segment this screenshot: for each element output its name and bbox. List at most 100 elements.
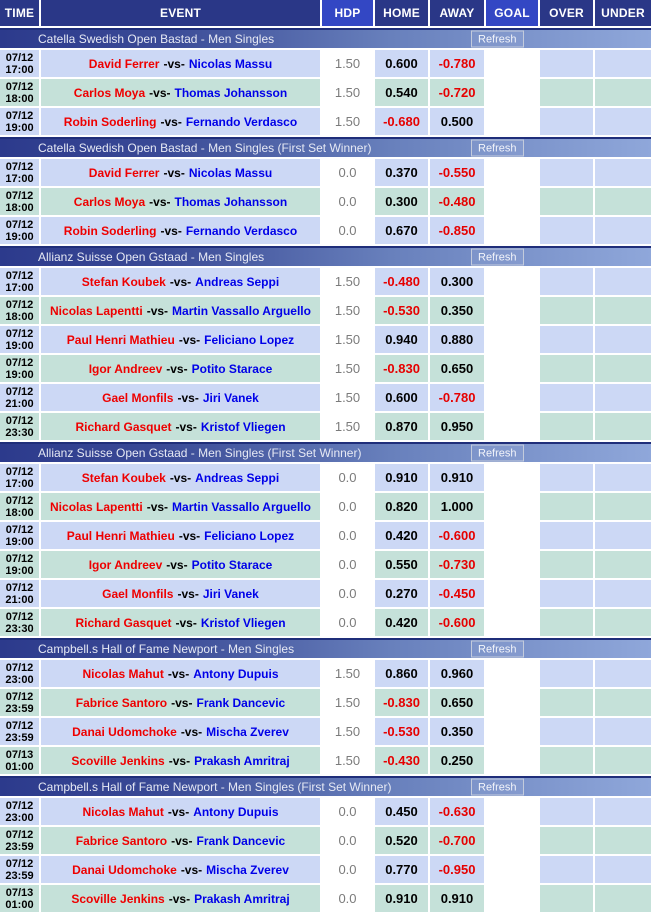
match-event: Igor Andreev -vs- Potito Starace	[41, 551, 322, 580]
match-time: 07/12 17:00	[0, 50, 41, 79]
match-time: 07/12 18:00	[0, 297, 41, 326]
match-row: 07/12 18:00 Carlos Moya -vs- Thomas Joha…	[0, 79, 651, 108]
away-odds: 0.300	[430, 268, 486, 297]
match-clock: 19:00	[5, 339, 34, 352]
home-player-name: Gael Monfils	[102, 390, 174, 405]
section-rows: 07/12 17:00 Stefan Koubek -vs- Andreas S…	[0, 464, 651, 638]
column-header-away: AWAY	[430, 0, 486, 28]
match-clock: 23:59	[5, 869, 34, 882]
match-event: Gael Monfils -vs- Jiri Vanek	[41, 384, 322, 413]
match-time: 07/12 18:00	[0, 493, 41, 522]
column-header-goal: GOAL	[486, 0, 540, 28]
goal-cell	[486, 188, 540, 217]
match-time: 07/12 23:59	[0, 856, 41, 885]
match-time: 07/13 01:00	[0, 747, 41, 776]
vs-label: -vs-	[163, 56, 185, 71]
match-date: 07/12	[5, 327, 34, 340]
match-time: 07/12 19:00	[0, 522, 41, 551]
goal-cell	[486, 885, 540, 914]
away-player-name: Thomas Johansson	[174, 194, 288, 209]
refresh-button[interactable]: Refresh	[471, 778, 524, 796]
hdp-value: 0.0	[322, 885, 375, 914]
column-header-row: TIME EVENT HDP HOME AWAY GOAL OVER UNDER	[0, 0, 651, 28]
match-event: Danai Udomchoke -vs- Mischa Zverev	[41, 856, 322, 885]
away-player-name: Potito Starace	[191, 557, 273, 572]
match-event: David Ferrer -vs- Nicolas Massu	[41, 50, 322, 79]
goal-cell	[486, 268, 540, 297]
match-clock: 18:00	[5, 201, 34, 214]
match-time: 07/12 19:00	[0, 355, 41, 384]
under-cell	[595, 609, 651, 638]
section-title: Campbell.s Hall of Fame Newport - Men Si…	[38, 780, 392, 794]
match-row: 07/12 23:59 Danai Udomchoke -vs- Mischa …	[0, 856, 651, 885]
hdp-value: 0.0	[322, 464, 375, 493]
over-cell	[540, 493, 595, 522]
goal-cell	[486, 217, 540, 246]
section-rows: 07/12 17:00 Stefan Koubek -vs- Andreas S…	[0, 268, 651, 442]
away-player-name: Jiri Vanek	[202, 390, 259, 405]
tournament-section: Catella Swedish Open Bastad - Men Single…	[0, 28, 651, 137]
section-title: Catella Swedish Open Bastad - Men Single…	[38, 141, 372, 155]
match-row: 07/12 23:59 Fabrice Santoro -vs- Frank D…	[0, 827, 651, 856]
match-row: 07/12 23:59 Danai Udomchoke -vs- Mischa …	[0, 718, 651, 747]
away-odds: -0.550	[430, 159, 486, 188]
match-date: 07/12	[5, 552, 34, 565]
refresh-button[interactable]: Refresh	[471, 444, 524, 462]
goal-cell	[486, 580, 540, 609]
away-player-name: Prakash Amritraj	[194, 753, 290, 768]
match-row: 07/12 21:00 Gael Monfils -vs- Jiri Vanek…	[0, 580, 651, 609]
match-row: 07/12 23:30 Richard Gasquet -vs- Kristof…	[0, 413, 651, 442]
section-header-bar: Catella Swedish Open Bastad - Men Single…	[0, 28, 651, 50]
match-time: 07/13 01:00	[0, 885, 41, 914]
hdp-value: 0.0	[322, 580, 375, 609]
section-title: Campbell.s Hall of Fame Newport - Men Si…	[38, 642, 295, 656]
refresh-button[interactable]: Refresh	[471, 248, 524, 266]
home-odds: 0.550	[375, 551, 430, 580]
match-event: Richard Gasquet -vs- Kristof Vliegen	[41, 609, 322, 638]
home-odds: -0.830	[375, 689, 430, 718]
home-player-name: Paul Henri Mathieu	[66, 332, 175, 347]
away-odds: 0.350	[430, 297, 486, 326]
column-header-event: EVENT	[41, 0, 322, 28]
home-player-name: Robin Soderling	[63, 114, 157, 129]
over-cell	[540, 660, 595, 689]
match-date: 07/12	[5, 465, 34, 478]
home-player-name: Igor Andreev	[88, 557, 163, 572]
goal-cell	[486, 50, 540, 79]
goal-cell	[486, 718, 540, 747]
refresh-button[interactable]: Refresh	[471, 30, 524, 48]
home-player-name: Nicolas Mahut	[82, 666, 164, 681]
away-player-name: Jiri Vanek	[202, 586, 259, 601]
home-odds: 0.370	[375, 159, 430, 188]
vs-label: -vs-	[175, 615, 197, 630]
match-date: 07/12	[5, 828, 34, 841]
match-row: 07/12 23:30 Richard Gasquet -vs- Kristof…	[0, 609, 651, 638]
home-odds: 0.910	[375, 464, 430, 493]
home-odds: 0.910	[375, 885, 430, 914]
match-clock: 17:00	[5, 477, 34, 490]
vs-label: -vs-	[177, 586, 199, 601]
hdp-value: 0.0	[322, 522, 375, 551]
home-odds: 0.600	[375, 50, 430, 79]
away-odds: -0.850	[430, 217, 486, 246]
goal-cell	[486, 827, 540, 856]
home-odds: 0.770	[375, 856, 430, 885]
match-date: 07/12	[5, 523, 34, 536]
match-event: Paul Henri Mathieu -vs- Feliciano Lopez	[41, 326, 322, 355]
hdp-value: 1.50	[322, 660, 375, 689]
refresh-button[interactable]: Refresh	[471, 139, 524, 157]
match-date: 07/13	[5, 748, 34, 761]
away-odds: 0.880	[430, 326, 486, 355]
over-cell	[540, 50, 595, 79]
match-date: 07/12	[5, 356, 34, 369]
under-cell	[595, 50, 651, 79]
under-cell	[595, 580, 651, 609]
home-player-name: Nicolas Lapentti	[50, 303, 143, 318]
home-odds: 0.420	[375, 609, 430, 638]
home-odds: 0.520	[375, 827, 430, 856]
hdp-value: 0.0	[322, 798, 375, 827]
goal-cell	[486, 689, 540, 718]
refresh-button[interactable]: Refresh	[471, 640, 524, 658]
under-cell	[595, 268, 651, 297]
